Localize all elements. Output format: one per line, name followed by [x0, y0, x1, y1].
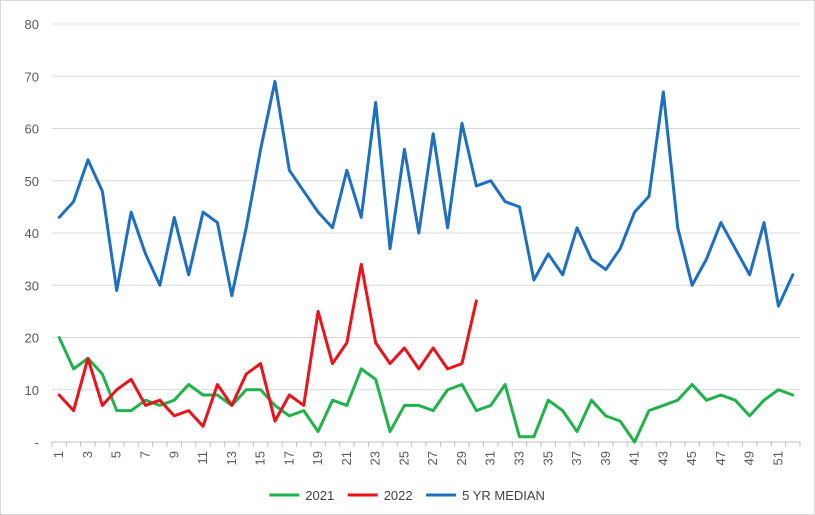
x-tick-label: 1 — [51, 451, 66, 458]
x-tick-label: 43 — [655, 451, 670, 465]
x-tick-label: 39 — [598, 451, 613, 465]
x-tick-label: 11 — [195, 451, 210, 465]
x-tick-label: 17 — [281, 451, 296, 465]
x-tick-label: 41 — [627, 451, 642, 465]
x-tick-label: 23 — [368, 451, 383, 465]
x-tick-label: 25 — [396, 451, 411, 465]
x-tick-label: 33 — [512, 451, 527, 465]
y-tick-label: 20 — [25, 331, 39, 346]
legend: 2021 2022 5 YR MEDIAN — [269, 488, 545, 503]
x-tick-label: 21 — [339, 451, 354, 465]
x-tick-label: 13 — [224, 451, 239, 465]
x-tick-label: 51 — [770, 451, 785, 465]
x-tick-label: 45 — [684, 451, 699, 465]
x-tick-label: 5 — [109, 451, 124, 458]
y-tick-label: 60 — [25, 122, 39, 137]
y-tick-label: 80 — [25, 17, 39, 32]
x-tick-label: 3 — [80, 451, 95, 458]
series-lines — [57, 79, 795, 444]
y-tick-label: 10 — [25, 383, 39, 398]
x-tick-label: 9 — [166, 451, 181, 458]
legend-label: 2021 — [305, 488, 334, 503]
x-tick-label: 49 — [742, 451, 757, 465]
y-tick-label: 50 — [25, 174, 39, 189]
y-tick-label: - — [35, 435, 39, 450]
x-tick-label: 29 — [454, 451, 469, 465]
x-tick-label: 19 — [310, 451, 325, 465]
x-tick-label: 37 — [569, 451, 584, 465]
grid — [52, 23, 800, 391]
series-line-0 — [57, 336, 795, 444]
y-tick-label: 70 — [25, 69, 39, 84]
series-line-1 — [57, 262, 478, 428]
y-tick-label: 30 — [25, 278, 39, 293]
x-tick-label: 31 — [483, 451, 498, 465]
x-tick-label: 35 — [540, 451, 555, 465]
legend-label: 5 YR MEDIAN — [462, 488, 545, 503]
x-tick-label: 7 — [138, 451, 153, 458]
x-tick-label: 47 — [713, 451, 728, 465]
x-tick-label: 27 — [425, 451, 440, 465]
y-tick-label: 40 — [25, 226, 39, 241]
series-line-2 — [57, 79, 795, 308]
x-tick-label: 15 — [253, 451, 268, 465]
legend-label: 2022 — [384, 488, 413, 503]
